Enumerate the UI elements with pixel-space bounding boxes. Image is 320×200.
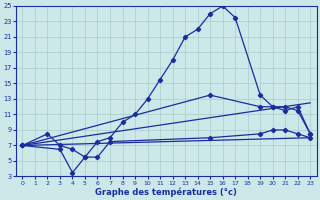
X-axis label: Graphe des températures (°c): Graphe des températures (°c) (95, 187, 237, 197)
